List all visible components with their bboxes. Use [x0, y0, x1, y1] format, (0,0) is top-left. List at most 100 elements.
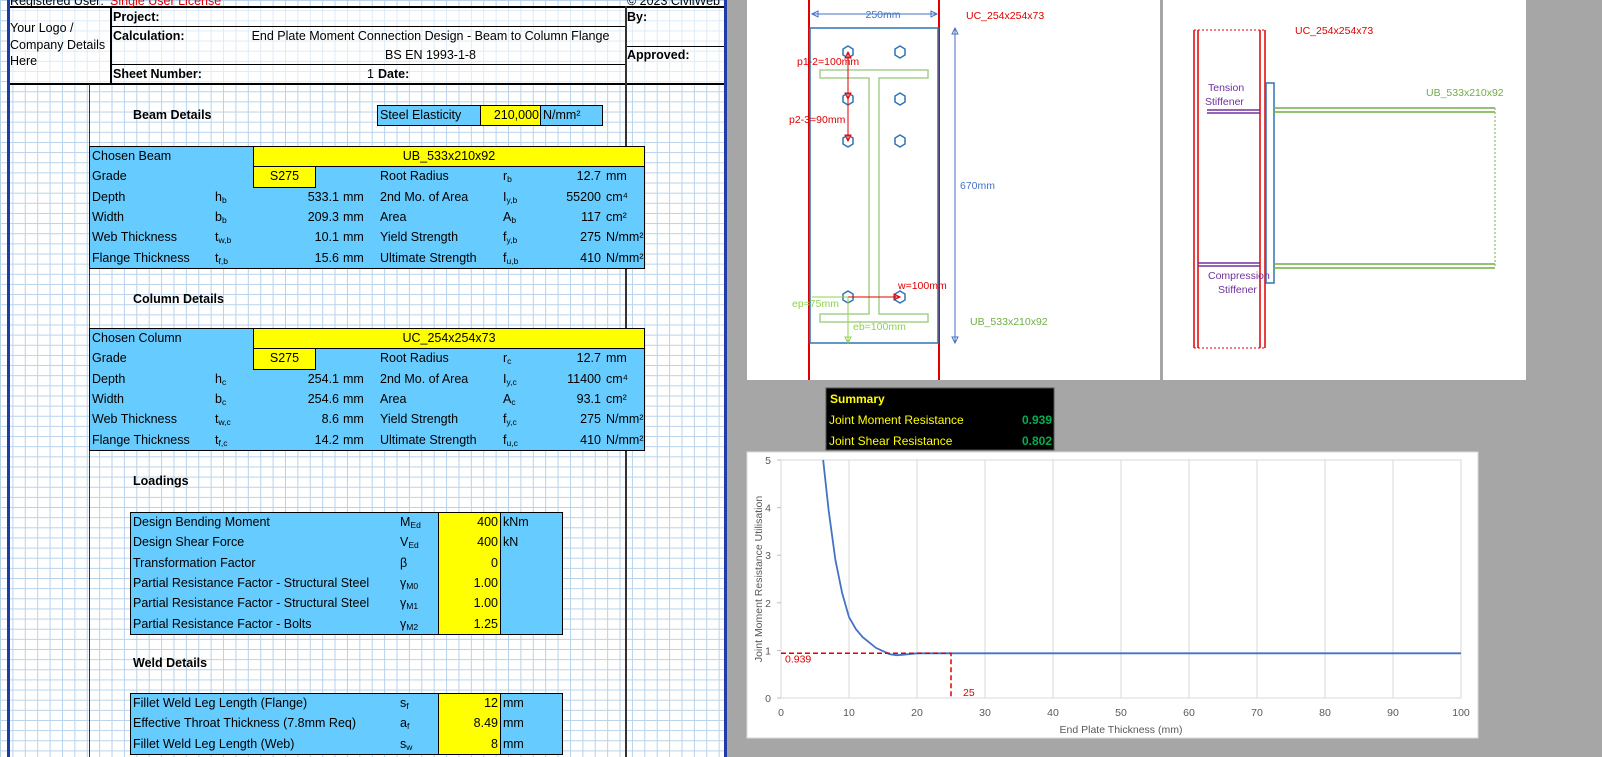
cell-value: 254.6 — [307, 391, 339, 406]
rule — [110, 64, 625, 65]
cell-unit: mm — [343, 230, 364, 245]
symbol-main: s — [400, 736, 407, 751]
symbol-sub: y,c — [506, 376, 517, 387]
cell-unit: mm — [343, 209, 364, 224]
symbol-main: t — [215, 412, 219, 427]
cell-unit: mm — [343, 189, 364, 204]
symbol-sub: w — [406, 741, 413, 752]
x-tick-label: 100 — [1452, 707, 1470, 719]
symbol-main: f — [503, 412, 507, 427]
cell-label: Chosen Column — [92, 331, 182, 345]
symbol: hc — [215, 369, 255, 389]
symbol-main: V — [400, 535, 409, 550]
x-tick-label: 20 — [911, 707, 923, 719]
symbol-main: r — [503, 351, 508, 366]
symbol-main: s — [400, 696, 407, 710]
summary-value: 0.939 — [1022, 413, 1052, 427]
cell-unit: N/mm² — [606, 432, 644, 447]
symbol-sub: c — [221, 376, 227, 387]
cell-value: 11400 — [567, 371, 601, 386]
symbol: Ab — [503, 207, 543, 227]
rule — [110, 26, 625, 27]
cell-label: Grade — [92, 169, 127, 184]
summary-label: Joint Moment Resistance — [829, 413, 964, 427]
annotation-label: 0.939 — [785, 653, 811, 665]
symbol-main: A — [503, 391, 512, 406]
symbol-sub: f,b — [218, 255, 228, 266]
width-dimension — [810, 10, 939, 18]
calculation-label: Calculation: — [113, 29, 185, 43]
cell-label: Grade — [92, 351, 127, 366]
y-tick-label: 4 — [765, 503, 771, 515]
cell-label: Partial Resistance Factor - Structural S… — [133, 575, 370, 590]
cell-value: 254.1 — [307, 371, 339, 386]
symbol: sf — [400, 693, 440, 713]
cell-unit: mm — [343, 432, 364, 447]
cell-value: 1.00 — [473, 575, 498, 590]
symbol: rb — [503, 166, 543, 186]
y-tick-label: 3 — [765, 550, 771, 562]
beam-label: UB_533x210x92 — [970, 316, 1048, 328]
symbol-main: β — [400, 555, 408, 570]
cell-label: Width — [92, 391, 124, 406]
summary-title: Summary — [830, 392, 885, 406]
symbol: sw — [400, 734, 440, 754]
y-axis-title: Joint Moment Resistance Utilisation — [753, 496, 765, 662]
cell-value: 12 — [484, 696, 498, 710]
cell-label: Flange Thickness — [92, 432, 190, 447]
date-label: Date: — [378, 67, 410, 81]
symbol: γM0 — [400, 573, 440, 593]
cell-unit: N/mm² — [606, 230, 644, 245]
symbol: Ac — [503, 389, 543, 409]
front-view-panel — [747, 0, 1160, 380]
end-plate — [1265, 82, 1275, 284]
x-tick-label: 90 — [1387, 707, 1399, 719]
cell-unit: mm — [606, 351, 627, 366]
side-view — [1193, 29, 1496, 349]
selection-value: UC_254x254x73 — [402, 331, 496, 345]
cell-value: 275 — [580, 230, 601, 245]
symbol: tw,b — [215, 227, 255, 247]
symbol-sub: w,c — [218, 417, 231, 428]
rule — [625, 46, 724, 47]
cell-value: 117 — [581, 209, 601, 224]
cell-value: 8 — [491, 736, 498, 751]
symbol-main: t — [215, 432, 219, 447]
summary-label: Joint Shear Resistance — [829, 434, 953, 448]
symbol: fy,c — [503, 409, 543, 429]
dimension-label: p1-2=100mm — [797, 56, 859, 68]
symbol: Iy,c — [503, 369, 543, 389]
symbol-main: I — [503, 189, 507, 204]
data-line — [822, 459, 1461, 657]
registered-label: Registered User: — [10, 0, 104, 8]
cell-label: Transformation Factor — [133, 555, 256, 570]
dimension-label: w=100mm — [897, 280, 947, 292]
cell-value: 400 — [477, 515, 498, 529]
symbol-sub: b — [511, 214, 517, 225]
section-heading: Column Details — [133, 292, 224, 306]
beam-flanges — [1274, 107, 1495, 269]
symbol-sub: y,c — [506, 417, 517, 428]
rule — [10, 83, 724, 85]
cell-value: 12.7 — [576, 169, 601, 184]
symbol-sub: M2 — [406, 621, 419, 632]
column-lines — [1193, 30, 1266, 348]
cell-label: Chosen Beam — [92, 149, 172, 163]
by-label: By: — [627, 10, 648, 24]
selection-value: UB_533x210x92 — [402, 149, 496, 163]
cell-label: Depth — [92, 371, 126, 386]
cell-value: 14.2 — [314, 432, 339, 447]
project-label: Project: — [113, 10, 160, 24]
symbol-sub: y,b — [506, 194, 518, 205]
standard: BS EN 1993-1-8 — [384, 48, 477, 62]
cell-unit: cm⁴ — [606, 189, 629, 204]
grade-input — [253, 166, 316, 188]
symbol-sub: M1 — [406, 601, 419, 612]
cell-value: 93.1 — [576, 391, 601, 406]
symbol: γM1 — [400, 593, 440, 613]
cell-unit: kN — [503, 535, 519, 550]
sheet-number-label: Sheet Number: — [113, 67, 202, 81]
annotation-line — [781, 652, 952, 698]
cell-unit: mm — [606, 169, 627, 184]
cell-label: Web Thickness — [92, 412, 177, 427]
